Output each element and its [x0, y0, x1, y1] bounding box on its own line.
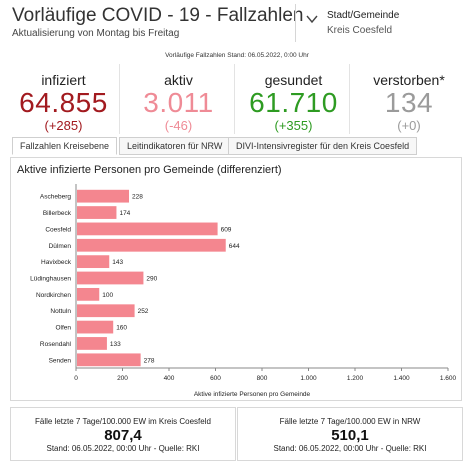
chart-panel: Aktive infizierte Personen pro Gemeinde …	[10, 157, 462, 401]
tab-divi-intensivregister[interactable]: DIVI-Intensivregister für den Kreis Coes…	[228, 137, 418, 155]
incidence-value: 510,1	[331, 427, 369, 444]
y-tick-label: Nordkirchen	[36, 292, 71, 299]
kpi-value: 61.710	[249, 87, 338, 118]
data-label: 609	[221, 226, 232, 233]
x-tick-label: 400	[164, 375, 175, 382]
incidence-kreis-card: Fälle letzte 7 Tage/100.000 EW im Kreis …	[10, 407, 236, 461]
bar	[77, 320, 114, 334]
municipality-dropdown-value[interactable]: Kreis Coesfeld	[327, 25, 393, 36]
x-tick-label: 200	[117, 375, 128, 382]
bar-chart: Ascheberg 228 Billerbeck 174 Coesfeld 609 Dülm…	[30, 184, 457, 398]
kpi-label: aktiv	[164, 72, 193, 88]
incidence-value: 807,4	[104, 427, 142, 444]
y-tick-label: Ascheberg	[40, 194, 71, 201]
bar	[77, 255, 110, 269]
page-title: Vorläufige COVID - 19 - Fallzahlen	[12, 5, 304, 26]
bar	[77, 304, 135, 318]
bar	[77, 271, 144, 285]
x-tick-label: 600	[210, 375, 221, 382]
y-tick-label: Senden	[49, 357, 72, 364]
y-tick-label: Coesfeld	[45, 226, 71, 233]
incidence-label: Fälle letzte 7 Tage/100.000 EW in NRW	[279, 417, 421, 426]
incidence-label: Fälle letzte 7 Tage/100.000 EW im Kreis …	[35, 417, 211, 426]
data-label: 278	[144, 357, 155, 364]
kpi-infiziert: infiziert 64.855 (+285)	[8, 64, 120, 134]
data-label: 644	[229, 243, 240, 250]
y-tick-label: Olfen	[55, 325, 71, 332]
incidence-stand: Stand: 06.05.2022, 00:00 Uhr - Quelle: R…	[46, 444, 200, 453]
chart-title: Aktive infizierte Personen pro Gemeinde …	[17, 164, 282, 176]
data-label: 228	[132, 194, 143, 201]
bar	[77, 189, 130, 203]
bar	[77, 222, 218, 236]
tab-fallzahlen-kreisebene[interactable]: Fallzahlen Kreisebene	[12, 137, 118, 155]
x-tick-label: 1.000	[300, 375, 317, 382]
kpi-delta: (+0)	[397, 118, 421, 133]
kpi-label: infiziert	[41, 72, 86, 88]
data-label: 252	[138, 308, 149, 315]
bar	[77, 206, 117, 219]
kpi-verstorben: verstorben* 134 (+0)	[353, 64, 465, 134]
data-label: 160	[116, 325, 127, 332]
x-tick-label: 0	[74, 375, 78, 382]
kpi-delta: (-46)	[164, 118, 193, 133]
kpi-delta: (+355)	[274, 118, 313, 133]
kpi-aktiv: aktiv 3.011 (-46)	[123, 64, 235, 134]
data-label: 290	[146, 276, 157, 283]
y-tick-label: Havixbeck	[41, 259, 72, 266]
bar	[77, 287, 100, 301]
y-tick-label: Billerbeck	[43, 210, 72, 217]
chevron-down-icon[interactable]	[305, 12, 319, 26]
data-label: 100	[102, 292, 113, 299]
y-tick-label: Dülmen	[49, 243, 72, 250]
bar	[77, 353, 141, 367]
x-tick-label: 1.200	[347, 375, 364, 382]
kpi-label: gesundet	[264, 72, 323, 88]
tab-leitindikatoren-nrw[interactable]: Leitindikatoren für NRW	[119, 137, 231, 155]
data-label: 133	[110, 341, 121, 348]
y-tick-label: Rosendahl	[40, 341, 72, 348]
kpi-value: 3.011	[143, 87, 214, 118]
x-tick-label: 800	[257, 375, 268, 382]
header: Vorläufige COVID - 19 - Fallzahlen Aktua…	[0, 0, 474, 46]
header-divider	[295, 4, 296, 42]
data-label: 174	[119, 210, 130, 217]
kpi-label: verstorben*	[373, 72, 445, 88]
kpi-gesundet: gesundet 61.710 (+355)	[238, 64, 350, 134]
incidence-nrw-card: Fälle letzte 7 Tage/100.000 EW in NRW 51…	[237, 407, 463, 461]
y-tick-label: Lüdinghausen	[30, 276, 71, 283]
x-tick-label: 1.600	[440, 375, 457, 382]
x-axis-label: Aktive infizierte Personen pro Gemeinde	[194, 391, 311, 398]
kpi-value: 134	[384, 87, 434, 118]
bar	[77, 337, 107, 350]
kpi-delta: (+285)	[44, 118, 83, 133]
x-tick-label: 1.400	[393, 375, 410, 382]
municipality-dropdown-label[interactable]: Stadt/Gemeinde	[327, 10, 400, 21]
stand-text: Vorläufige Fallzahlen Stand: 06.05.2022,…	[165, 52, 309, 59]
data-label: 143	[112, 259, 123, 266]
y-tick-label: Nottuln	[50, 308, 71, 315]
page-subtitle: Aktualisierung von Montag bis Freitag	[12, 28, 180, 39]
kpi-value: 64.855	[19, 87, 108, 118]
incidence-stand: Stand: 06.05.2022, 00:00 Uhr - Quelle: R…	[273, 444, 427, 453]
bar	[77, 238, 226, 252]
